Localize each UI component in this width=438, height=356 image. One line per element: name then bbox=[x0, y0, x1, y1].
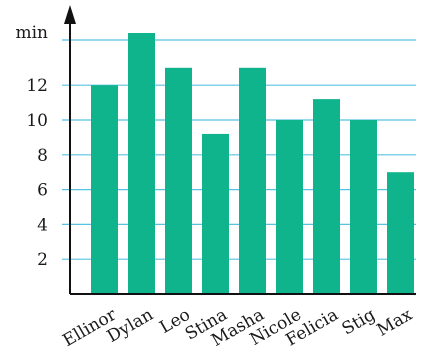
y-tick-label: 6 bbox=[37, 181, 48, 201]
y-tick-label: 10 bbox=[26, 111, 48, 131]
y-tick-label: 4 bbox=[37, 215, 48, 235]
bar-nicole bbox=[276, 120, 303, 294]
bar-leo bbox=[165, 68, 192, 294]
bar-dylan bbox=[128, 33, 155, 294]
bars bbox=[91, 33, 414, 294]
bar-max bbox=[387, 172, 414, 294]
y-axis-arrow-icon bbox=[64, 5, 76, 24]
y-tick-label: 12 bbox=[26, 76, 48, 96]
bar-masha bbox=[239, 68, 266, 294]
bar-stina bbox=[202, 134, 229, 294]
bar-ellinor bbox=[91, 85, 118, 294]
x-tick-label: Stig bbox=[339, 305, 379, 340]
y-tick-label: 8 bbox=[37, 146, 48, 166]
bar-felicia bbox=[313, 99, 340, 294]
bar-stig bbox=[350, 120, 377, 294]
y-axis-unit-label: min bbox=[15, 23, 48, 43]
y-tick-label: 2 bbox=[37, 250, 48, 270]
x-tick-label: Max bbox=[374, 305, 417, 341]
y-tick-labels: 2 4 6 8 10 12 bbox=[26, 76, 48, 270]
